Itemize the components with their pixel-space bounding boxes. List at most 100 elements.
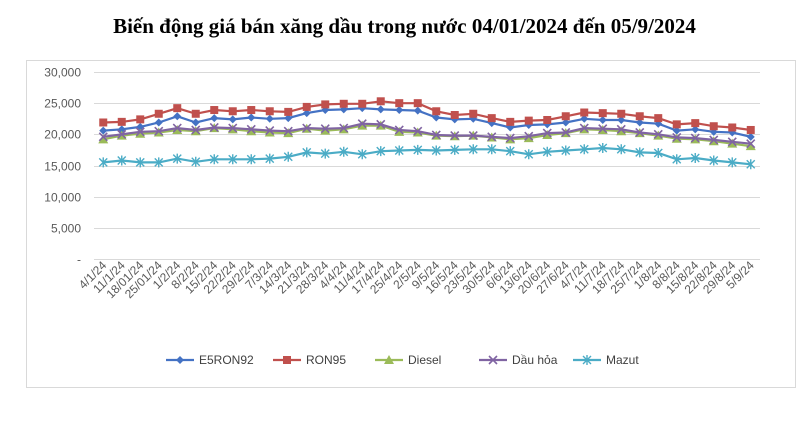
data-point: [468, 131, 478, 141]
data-point: [117, 117, 126, 126]
data-point: [450, 144, 460, 155]
data-point: [191, 109, 200, 118]
data-point: [598, 124, 608, 134]
data-point: [505, 146, 515, 157]
data-point: [413, 106, 422, 115]
legend-entry: Dầu hỏa: [479, 353, 558, 367]
data-point: [727, 157, 737, 168]
data-point: [176, 356, 184, 364]
data-point: [191, 125, 201, 135]
data-point: [580, 108, 589, 117]
data-point: [691, 125, 700, 134]
data-point: [321, 100, 330, 109]
series-line: [103, 146, 751, 166]
data-point: [210, 106, 219, 115]
data-point: [172, 153, 182, 164]
data-point: [542, 146, 552, 157]
data-point: [524, 116, 533, 125]
data-point: [450, 111, 459, 120]
data-point: [432, 107, 441, 116]
legend-label: Mazut: [606, 353, 639, 367]
data-point: [357, 119, 367, 129]
data-point: [672, 154, 682, 165]
data-point: [376, 146, 386, 157]
data-point: [524, 149, 534, 160]
data-point: [746, 139, 756, 149]
chart-border: [26, 60, 796, 388]
data-point: [432, 113, 441, 122]
data-point: [487, 144, 497, 155]
data-point: [598, 109, 607, 118]
data-point: [284, 114, 293, 123]
series-line: [103, 122, 751, 145]
data-point: [228, 123, 238, 133]
data-point: [616, 124, 626, 134]
data-point: [395, 99, 404, 108]
data-point: [746, 159, 756, 170]
data-point: [117, 129, 127, 139]
y-tick-label: 10,000: [44, 191, 81, 205]
data-point: [117, 155, 127, 166]
data-point: [154, 126, 164, 136]
data-point: [690, 153, 700, 164]
data-point: [745, 141, 756, 151]
data-point: [320, 148, 330, 159]
data-point: [728, 123, 737, 132]
data-point: [339, 146, 349, 157]
legend-label: E5RON92: [199, 353, 254, 367]
data-point: [154, 157, 164, 168]
data-point: [247, 113, 256, 122]
chart-title: Biến động giá bán xăng dầu trong nước 04…: [113, 14, 696, 38]
data-point: [543, 115, 552, 124]
data-point: [709, 122, 718, 131]
data-point: [524, 131, 534, 141]
data-point: [265, 153, 275, 164]
data-point: [413, 99, 422, 108]
data-point: [320, 124, 330, 134]
data-point: [617, 115, 626, 124]
data-point: [598, 115, 607, 124]
legend-label: RON95: [306, 353, 346, 367]
data-point: [98, 134, 109, 144]
y-tick-label: 25,000: [44, 97, 81, 111]
data-point: [376, 105, 385, 114]
data-point: [450, 131, 460, 141]
data-point: [617, 109, 626, 118]
data-point: [653, 148, 663, 159]
data-point: [598, 143, 608, 154]
data-point: [209, 154, 219, 165]
data-point: [209, 122, 219, 133]
data-point: [579, 144, 589, 155]
data-point: [154, 118, 163, 127]
data-point: [487, 114, 496, 123]
data-point: [384, 355, 394, 364]
y-tick-label: 30,000: [44, 66, 81, 80]
data-point: [228, 115, 237, 124]
data-point: [431, 145, 441, 156]
data-point: [746, 132, 755, 141]
data-point: [98, 157, 108, 168]
data-point: [468, 144, 478, 155]
data-point: [246, 124, 256, 134]
data-point: [135, 127, 145, 137]
data-point: [672, 120, 681, 129]
data-point: [395, 106, 404, 115]
data-point: [727, 137, 737, 147]
data-point: [394, 125, 404, 135]
data-point: [635, 118, 644, 127]
data-point: [339, 123, 349, 133]
data-point: [505, 133, 515, 143]
data-point: [394, 145, 404, 156]
data-point: [265, 107, 274, 116]
series-RON95: [99, 97, 755, 134]
y-tick-label: -: [77, 253, 81, 267]
y-tick-label: 15,000: [44, 160, 81, 174]
data-point: [283, 356, 291, 364]
data-point: [561, 118, 570, 127]
data-point: [302, 147, 312, 158]
data-point: [154, 109, 163, 118]
data-point: [228, 154, 238, 165]
data-point: [228, 107, 237, 116]
